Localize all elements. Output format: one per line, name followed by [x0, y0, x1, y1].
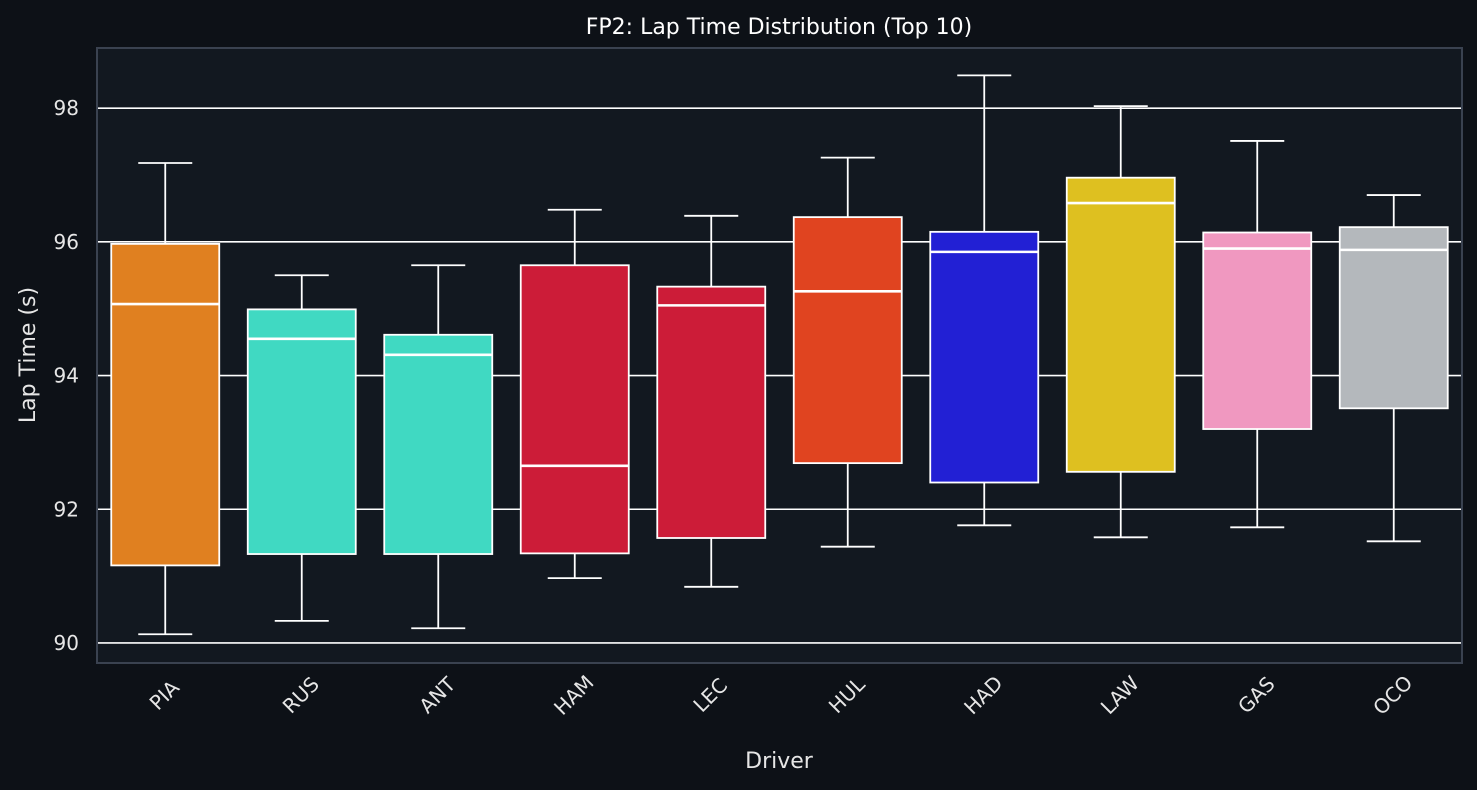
- box-body: [246, 308, 357, 555]
- x-tick-label: ANT: [414, 672, 460, 718]
- box-oco: [1338, 194, 1449, 543]
- box-pia: [110, 162, 221, 636]
- box-series: [110, 74, 1449, 636]
- box-body: [1065, 176, 1176, 473]
- chart-title: FP2: Lap Time Distribution (Top 10): [586, 15, 972, 40]
- box-body: [1202, 231, 1313, 430]
- y-tick-label: 94: [54, 364, 79, 388]
- x-tick-label: HAM: [549, 670, 598, 719]
- x-tick-label: HAD: [959, 671, 1007, 719]
- box-hul: [792, 156, 903, 548]
- y-tick-label: 98: [54, 96, 79, 120]
- x-tick-label: RUS: [278, 672, 324, 718]
- x-axis: PIA RUS ANT HAM LEC HUL HAD LAW GAS OCO: [145, 670, 1418, 719]
- x-tick-label: LAW: [1096, 671, 1144, 719]
- box-body: [383, 333, 494, 555]
- box-lec: [656, 214, 767, 588]
- y-tick-label: 96: [54, 230, 79, 254]
- box-body: [519, 264, 630, 555]
- y-axis: 90 92 94 96 98: [54, 96, 79, 655]
- x-tick-label: GAS: [1233, 672, 1280, 719]
- box-rus: [246, 274, 357, 622]
- box-body: [656, 285, 767, 539]
- box-body: [110, 242, 221, 567]
- plot-frame: [96, 47, 1463, 664]
- box-gas: [1202, 140, 1313, 529]
- box-law: [1065, 105, 1176, 539]
- box-body: [792, 216, 903, 465]
- x-tick-label: LEC: [688, 673, 732, 717]
- y-tick-label: 92: [54, 497, 79, 521]
- y-axis-label: Lap Time (s): [16, 287, 41, 423]
- x-tick-label: HUL: [824, 672, 870, 718]
- y-tick-label: 90: [54, 631, 79, 655]
- box-had: [929, 74, 1040, 527]
- x-axis-label: Driver: [745, 749, 814, 774]
- box-body: [1338, 226, 1449, 410]
- box-ham: [519, 208, 630, 580]
- box-ant: [383, 264, 494, 630]
- x-tick-label: OCO: [1368, 670, 1417, 719]
- box-body: [929, 230, 1040, 484]
- x-tick-label: PIA: [145, 675, 185, 715]
